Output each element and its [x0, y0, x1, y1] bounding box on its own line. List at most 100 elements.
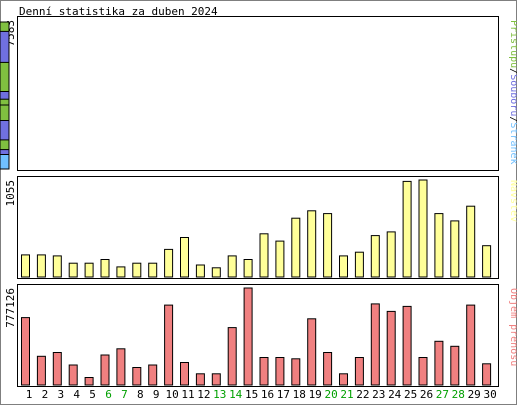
bytes-bar [180, 362, 189, 386]
visits-bar [434, 213, 444, 278]
day-label: 11 [181, 388, 194, 401]
legend-entry: Stránek [508, 122, 517, 164]
pages-bar [0, 154, 10, 170]
legend-entry: Přístupů [508, 20, 517, 68]
bytes-bar [68, 364, 78, 386]
visits-bar [370, 235, 380, 278]
day-label: 12 [197, 388, 210, 401]
chart-title: Denní statistika za duben 2024 [19, 5, 218, 18]
visits-bar [116, 266, 126, 278]
day-label: 26 [420, 388, 433, 401]
visits-bar [482, 245, 492, 278]
hits-panel-frame [17, 16, 499, 171]
bytes-bar [370, 303, 380, 386]
day-label: 16 [261, 388, 274, 401]
bytes-bar [211, 373, 221, 386]
bytes-panel-legend: Objem přenosu [508, 288, 517, 366]
day-label: 23 [372, 388, 385, 401]
day-label: 6 [105, 388, 112, 401]
visits-bar [323, 213, 333, 278]
visits-bar [148, 262, 158, 278]
visits-bar [386, 231, 396, 278]
bytes-bar [148, 364, 158, 386]
visits-bar [291, 217, 301, 278]
visits-bar [21, 254, 30, 278]
bytes-bar [243, 287, 253, 386]
visits-bar [227, 255, 237, 278]
bytes-bar [227, 327, 237, 386]
day-label: 20 [324, 388, 337, 401]
day-label: 8 [137, 388, 144, 401]
visits-bar [354, 251, 364, 278]
legend-entry: Souborů [508, 74, 517, 116]
bytes-bar [291, 358, 301, 386]
visits-panel-legend: Návštěv [508, 180, 517, 222]
visits-bar [68, 262, 78, 278]
visits-bar [84, 262, 94, 278]
day-label: 1 [26, 388, 33, 401]
day-label: 19 [309, 388, 322, 401]
day-label: 22 [356, 388, 369, 401]
bytes-bar [434, 340, 444, 386]
visits-bar [195, 264, 205, 278]
legend-entry: Návštěv [508, 180, 517, 222]
bytes-bar [307, 318, 317, 386]
visits-bar [211, 267, 221, 278]
bytes-bar [164, 304, 174, 386]
day-label: 7 [121, 388, 128, 401]
bytes-bar [84, 377, 94, 386]
visits-bar [243, 259, 253, 278]
bytes-bar [52, 352, 62, 386]
day-label: 17 [277, 388, 290, 401]
bytes-bar [354, 357, 364, 386]
day-label: 4 [73, 388, 80, 401]
hits-panel-legend: Přístupů/Souborů/Stránek [508, 20, 517, 165]
bytes-panel-frame [17, 284, 499, 387]
legend-separator: / [508, 116, 517, 122]
visits-bar [450, 220, 460, 278]
day-label: 9 [153, 388, 160, 401]
day-label: 28 [452, 388, 465, 401]
visits-bar [180, 237, 189, 278]
day-label: 29 [468, 388, 481, 401]
day-label: 21 [340, 388, 353, 401]
bytes-bar [418, 357, 428, 386]
visits-bar [100, 259, 110, 278]
day-label: 3 [57, 388, 64, 401]
day-label: 27 [436, 388, 449, 401]
bytes-bar [386, 310, 396, 386]
visits-bar [259, 233, 269, 278]
visits-bar [164, 248, 174, 278]
day-label: 5 [89, 388, 96, 401]
bytes-bar [132, 367, 142, 386]
legend-separator: / [508, 68, 517, 74]
day-label: 18 [293, 388, 306, 401]
visits-panel-frame [17, 176, 499, 279]
day-label: 25 [404, 388, 417, 401]
bytes-bar [482, 363, 492, 386]
day-label: 2 [42, 388, 49, 401]
day-label: 10 [165, 388, 178, 401]
day-label: 13 [213, 388, 226, 401]
visits-panel-ymax-label: 1055 [4, 180, 17, 207]
day-label: 30 [483, 388, 496, 401]
visits-bar [275, 240, 285, 278]
bytes-bar [100, 354, 110, 386]
visits-bar [402, 180, 412, 278]
bytes-bar [402, 305, 412, 386]
bytes-bar [339, 373, 348, 386]
legend-entry: Objem přenosu [508, 288, 517, 366]
visits-bar [52, 255, 62, 278]
bytes-bar [36, 355, 46, 386]
day-label: 15 [245, 388, 258, 401]
visits-bar [307, 210, 317, 278]
bytes-bar [275, 357, 285, 386]
visits-bar [36, 254, 46, 278]
visits-bar [132, 262, 142, 278]
day-label: 24 [388, 388, 402, 401]
bytes-bar [259, 357, 269, 386]
bytes-bar [323, 352, 333, 386]
bytes-bar [466, 304, 476, 386]
